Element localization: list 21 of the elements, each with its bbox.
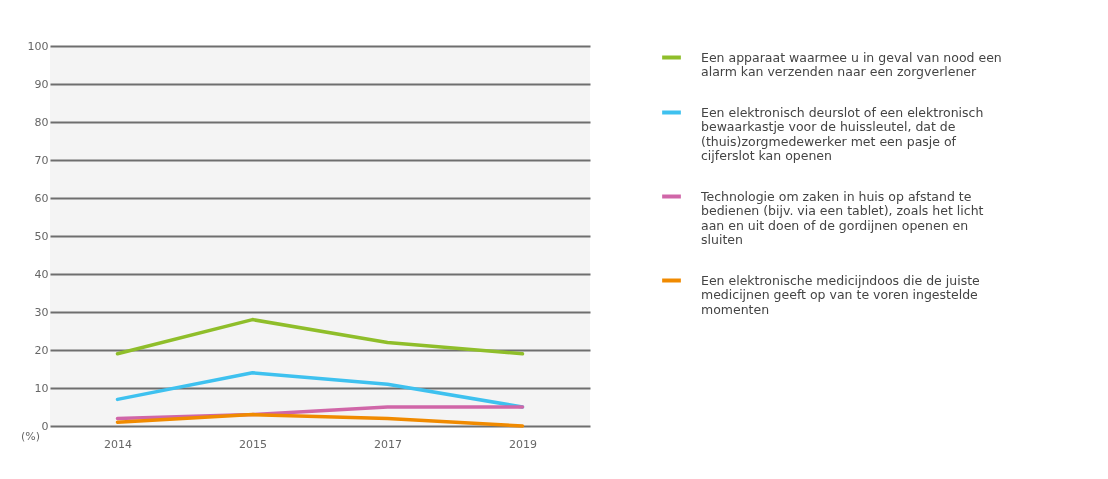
y-tick-label: 20 (34, 343, 49, 357)
y-tick-label: 90 (34, 77, 49, 91)
y-axis-title: (%) (20, 429, 41, 443)
x-tick-label: 2014 (104, 437, 132, 451)
y-tick-label: 100 (27, 39, 49, 53)
y-tick-label: 40 (34, 267, 49, 281)
legend-label: Een apparaat waarmee u in geval van nood een alarm kan verzenden naar een zorgverlener (701, 49, 1002, 79)
y-tick-label: 70 (34, 153, 49, 167)
y-tick-label: 0 (41, 419, 49, 433)
legend-label: Een elektronische medicijndoos die de juiste medicijnen geeft op van te voren ingestelde momenten (701, 272, 981, 317)
legend-label: Technologie om zaken in huis op afstand te bedienen (bijv. via een tablet), zoals het licht aan en uit doen of de gordijnen openen en sluiten (700, 188, 984, 247)
y-tick-label: 30 (34, 305, 49, 319)
line-series (115, 412, 525, 428)
y-tick-label: 80 (34, 115, 49, 129)
x-tick-label: 2019 (509, 437, 537, 451)
y-tick-label: 60 (34, 191, 49, 205)
y-tick-label: 50 (34, 229, 49, 243)
y-tick-label: 10 (34, 381, 49, 395)
legend-label: Een elektronisch deurslot of een elektronisch bewaarkastje voor de huissleutel, dat de (thuis)zorgmedewerker met een pasje of cijferslot kan openen (701, 104, 984, 163)
x-tick-label: 2015 (239, 437, 267, 451)
x-tick-label: 2017 (374, 437, 402, 451)
